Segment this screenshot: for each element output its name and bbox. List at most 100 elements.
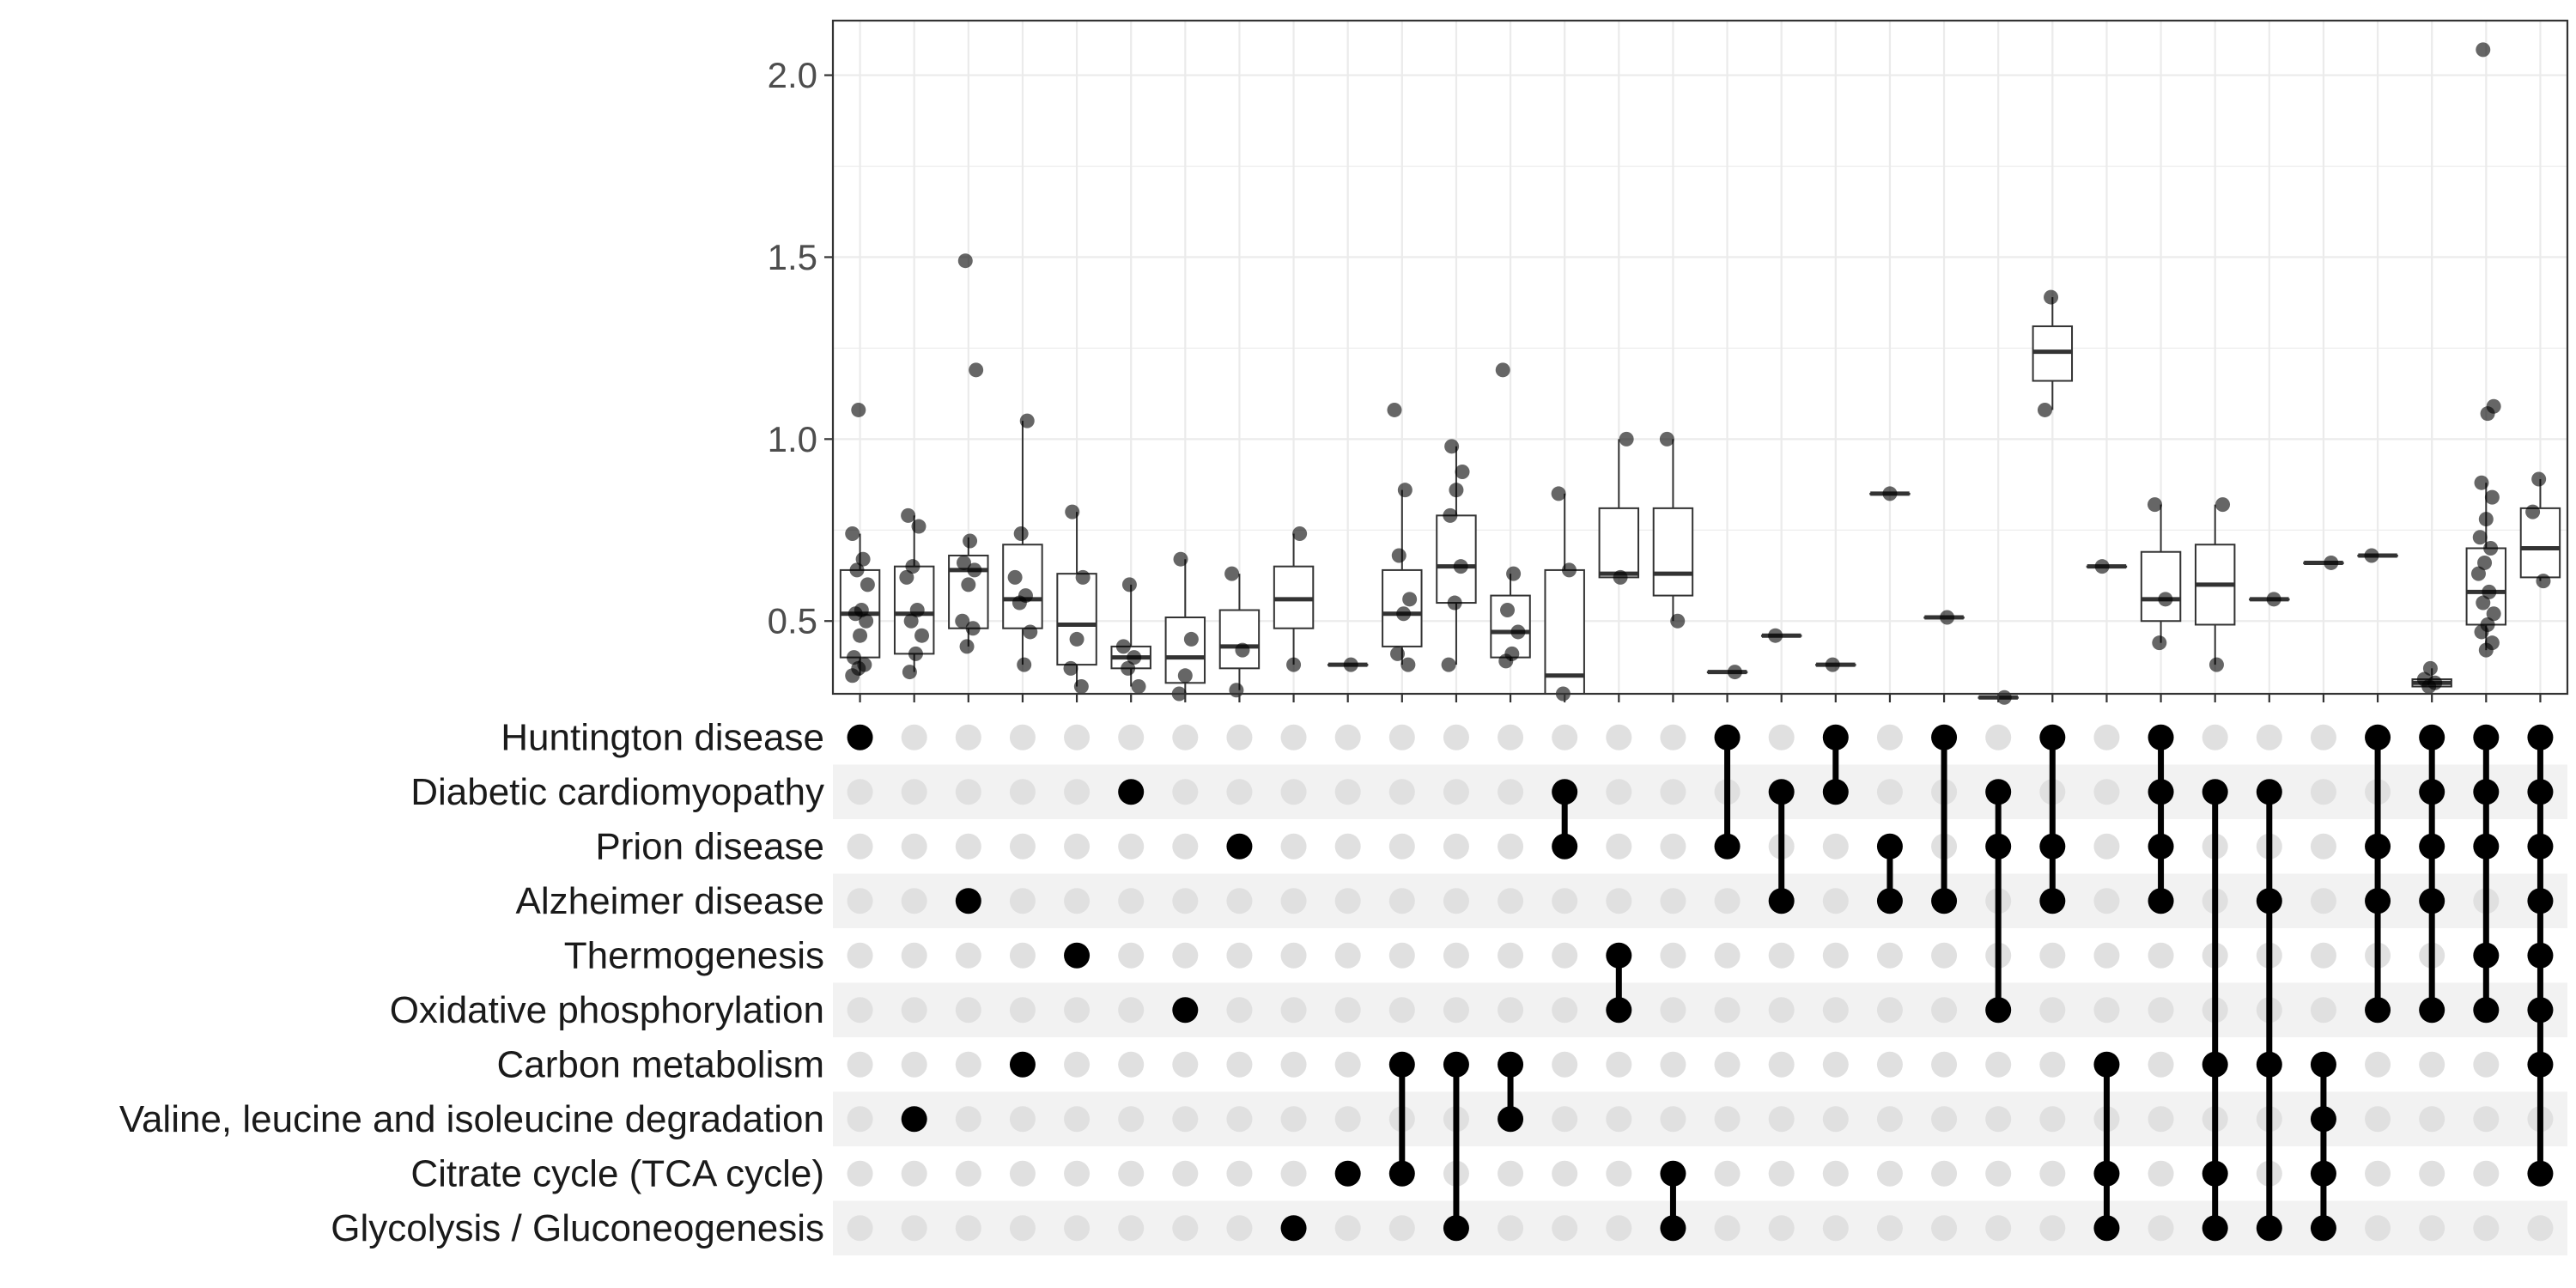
matrix-dot-empty	[2093, 833, 2120, 860]
matrix-column-12	[1443, 724, 1469, 1242]
matrix-dot-empty	[901, 1051, 927, 1078]
matrix-dot-filled	[1714, 724, 1741, 750]
matrix-column-1	[847, 724, 873, 1242]
matrix-dot-empty	[1064, 1051, 1091, 1078]
matrix-dot-empty	[1388, 779, 1415, 805]
matrix-dot-filled	[1498, 1051, 1524, 1078]
set-label: Carbon metabolism	[497, 1043, 825, 1085]
matrix-dot-empty	[1985, 724, 2012, 750]
data-point	[854, 603, 869, 618]
matrix-dot-filled	[1172, 997, 1199, 1024]
matrix-dot-empty	[955, 942, 981, 969]
matrix-dot-empty	[1931, 1215, 1958, 1242]
matrix-column-4	[1009, 724, 1036, 1242]
box	[1652, 507, 1694, 597]
matrix-dot-empty	[1334, 724, 1361, 750]
matrix-dot-empty	[1280, 942, 1307, 969]
data-point	[2037, 402, 2052, 417]
data-point	[961, 577, 976, 592]
matrix-dot-empty	[2310, 942, 2336, 969]
matrix-dot-empty	[1768, 1160, 1795, 1187]
matrix-dot-empty	[1498, 942, 1524, 969]
matrix-dot-empty	[1009, 888, 1036, 914]
matrix-dot-empty	[1172, 1106, 1199, 1133]
matrix-dot-empty	[1334, 997, 1361, 1024]
matrix-dot-filled	[1118, 779, 1145, 805]
matrix-dot-empty	[901, 942, 927, 969]
data-point	[911, 519, 927, 534]
matrix-dot-empty	[1443, 942, 1469, 969]
matrix-dot-filled	[2527, 942, 2554, 969]
matrix-dot-filled	[2093, 1051, 2120, 1078]
matrix-column-30	[2419, 724, 2445, 1242]
matrix-dot-empty	[1280, 779, 1307, 805]
matrix-dot-empty	[1985, 1106, 2012, 1133]
matrix-dot-filled	[1931, 888, 1958, 914]
matrix-dot-empty	[1009, 779, 1036, 805]
matrix-dot-empty	[1660, 1106, 1686, 1133]
matrix-dot-empty	[1606, 1051, 1632, 1078]
matrix-dot-empty	[2093, 942, 2120, 969]
data-point	[957, 555, 972, 570]
matrix-dot-empty	[1768, 1106, 1795, 1133]
box	[2140, 550, 2182, 623]
matrix-dot-empty	[2310, 779, 2336, 805]
matrix-dot-filled	[1064, 942, 1091, 969]
matrix-dot-empty	[901, 888, 927, 914]
y-tick-label: 0.5	[768, 601, 817, 641]
matrix-dot-empty	[1768, 997, 1795, 1024]
matrix-dot-empty	[1552, 1106, 1578, 1133]
matrix-dot-empty	[1443, 833, 1469, 860]
matrix-dot-empty	[1064, 1215, 1091, 1242]
matrix-dot-empty	[2310, 997, 2336, 1024]
matrix-dot-filled	[2473, 997, 2500, 1024]
matrix-dot-empty	[1226, 1051, 1253, 1078]
matrix-column-26	[2202, 724, 2228, 1242]
matrix-dot-empty	[1172, 888, 1199, 914]
data-point	[860, 577, 875, 592]
matrix-dot-empty	[1985, 1160, 2012, 1187]
matrix-column-3	[955, 724, 981, 1242]
matrix-dot-filled	[1876, 888, 1903, 914]
set-label: Valine, leucine and isoleucine degradati…	[119, 1098, 824, 1140]
matrix-dot-empty	[1768, 1215, 1795, 1242]
matrix-dot-filled	[2365, 888, 2391, 914]
data-point	[2422, 660, 2438, 676]
matrix-dot-filled	[2527, 724, 2554, 750]
matrix-dot-filled	[2365, 724, 2391, 750]
matrix-dot-empty	[1822, 1106, 1849, 1133]
data-point	[1292, 526, 1308, 542]
matrix-dot-filled	[1714, 833, 1741, 860]
data-point	[1449, 483, 1464, 498]
matrix-dot-empty	[1876, 997, 1903, 1024]
data-point	[2215, 497, 2231, 513]
matrix-dot-filled	[1985, 833, 2012, 860]
matrix-dot-empty	[1226, 942, 1253, 969]
data-point	[1447, 595, 1462, 611]
matrix-band	[833, 982, 2567, 1037]
matrix-dot-empty	[2310, 888, 2336, 914]
matrix-column-18	[1768, 724, 1795, 1242]
matrix-dot-empty	[1660, 833, 1686, 860]
data-point	[2536, 574, 2551, 589]
box	[2519, 507, 2561, 579]
boxplot-23	[2032, 297, 2074, 410]
matrix-dot-filled	[2202, 779, 2228, 805]
matrix-dot-empty	[1876, 1051, 1903, 1078]
matrix-dot-empty	[847, 779, 873, 805]
data-point	[1727, 665, 1742, 680]
matrix-dot-empty	[1606, 779, 1632, 805]
matrix-dot-empty	[955, 779, 981, 805]
matrix-dot-empty	[1822, 1160, 1849, 1187]
matrix-dot-filled	[2148, 724, 2174, 750]
data-point	[1017, 657, 1032, 672]
data-point	[1940, 610, 1955, 625]
data-point	[909, 603, 925, 618]
matrix-dot-empty	[901, 724, 927, 750]
matrix-dot-empty	[1280, 1106, 1307, 1133]
data-point	[2364, 548, 2379, 563]
data-point	[1561, 562, 1577, 578]
matrix-dot-empty	[1606, 833, 1632, 860]
matrix-dot-empty	[1172, 724, 1199, 750]
data-point	[2484, 489, 2500, 505]
